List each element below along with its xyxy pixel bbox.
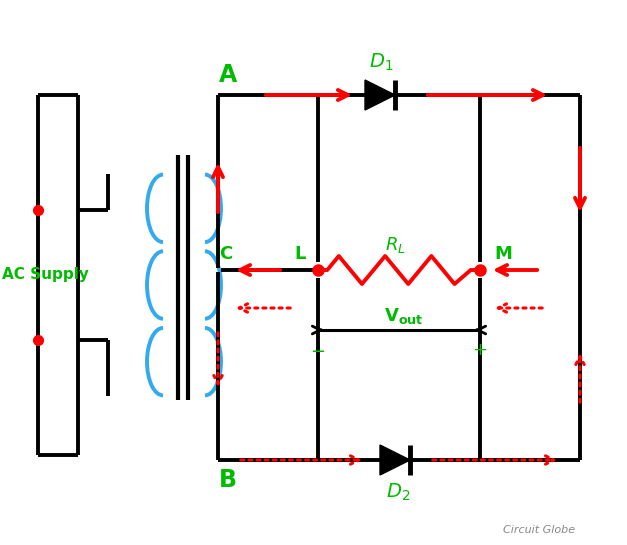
Text: $D_2$: $D_2$ xyxy=(386,482,410,503)
Polygon shape xyxy=(365,80,395,110)
Polygon shape xyxy=(380,445,410,475)
Text: C: C xyxy=(219,245,232,263)
Text: B: B xyxy=(219,468,237,492)
Text: $-$: $-$ xyxy=(310,341,325,359)
Text: $\mathbf{V_{out}}$: $\mathbf{V_{out}}$ xyxy=(384,306,424,326)
Text: $+$: $+$ xyxy=(472,341,488,359)
Text: $D_1$: $D_1$ xyxy=(369,52,393,73)
Text: L: L xyxy=(295,245,306,263)
Text: M: M xyxy=(494,245,512,263)
Text: AC Supply: AC Supply xyxy=(2,268,89,282)
Text: $R_L$: $R_L$ xyxy=(384,235,406,255)
Text: Circuit Globe: Circuit Globe xyxy=(503,525,575,535)
Text: A: A xyxy=(219,63,237,87)
